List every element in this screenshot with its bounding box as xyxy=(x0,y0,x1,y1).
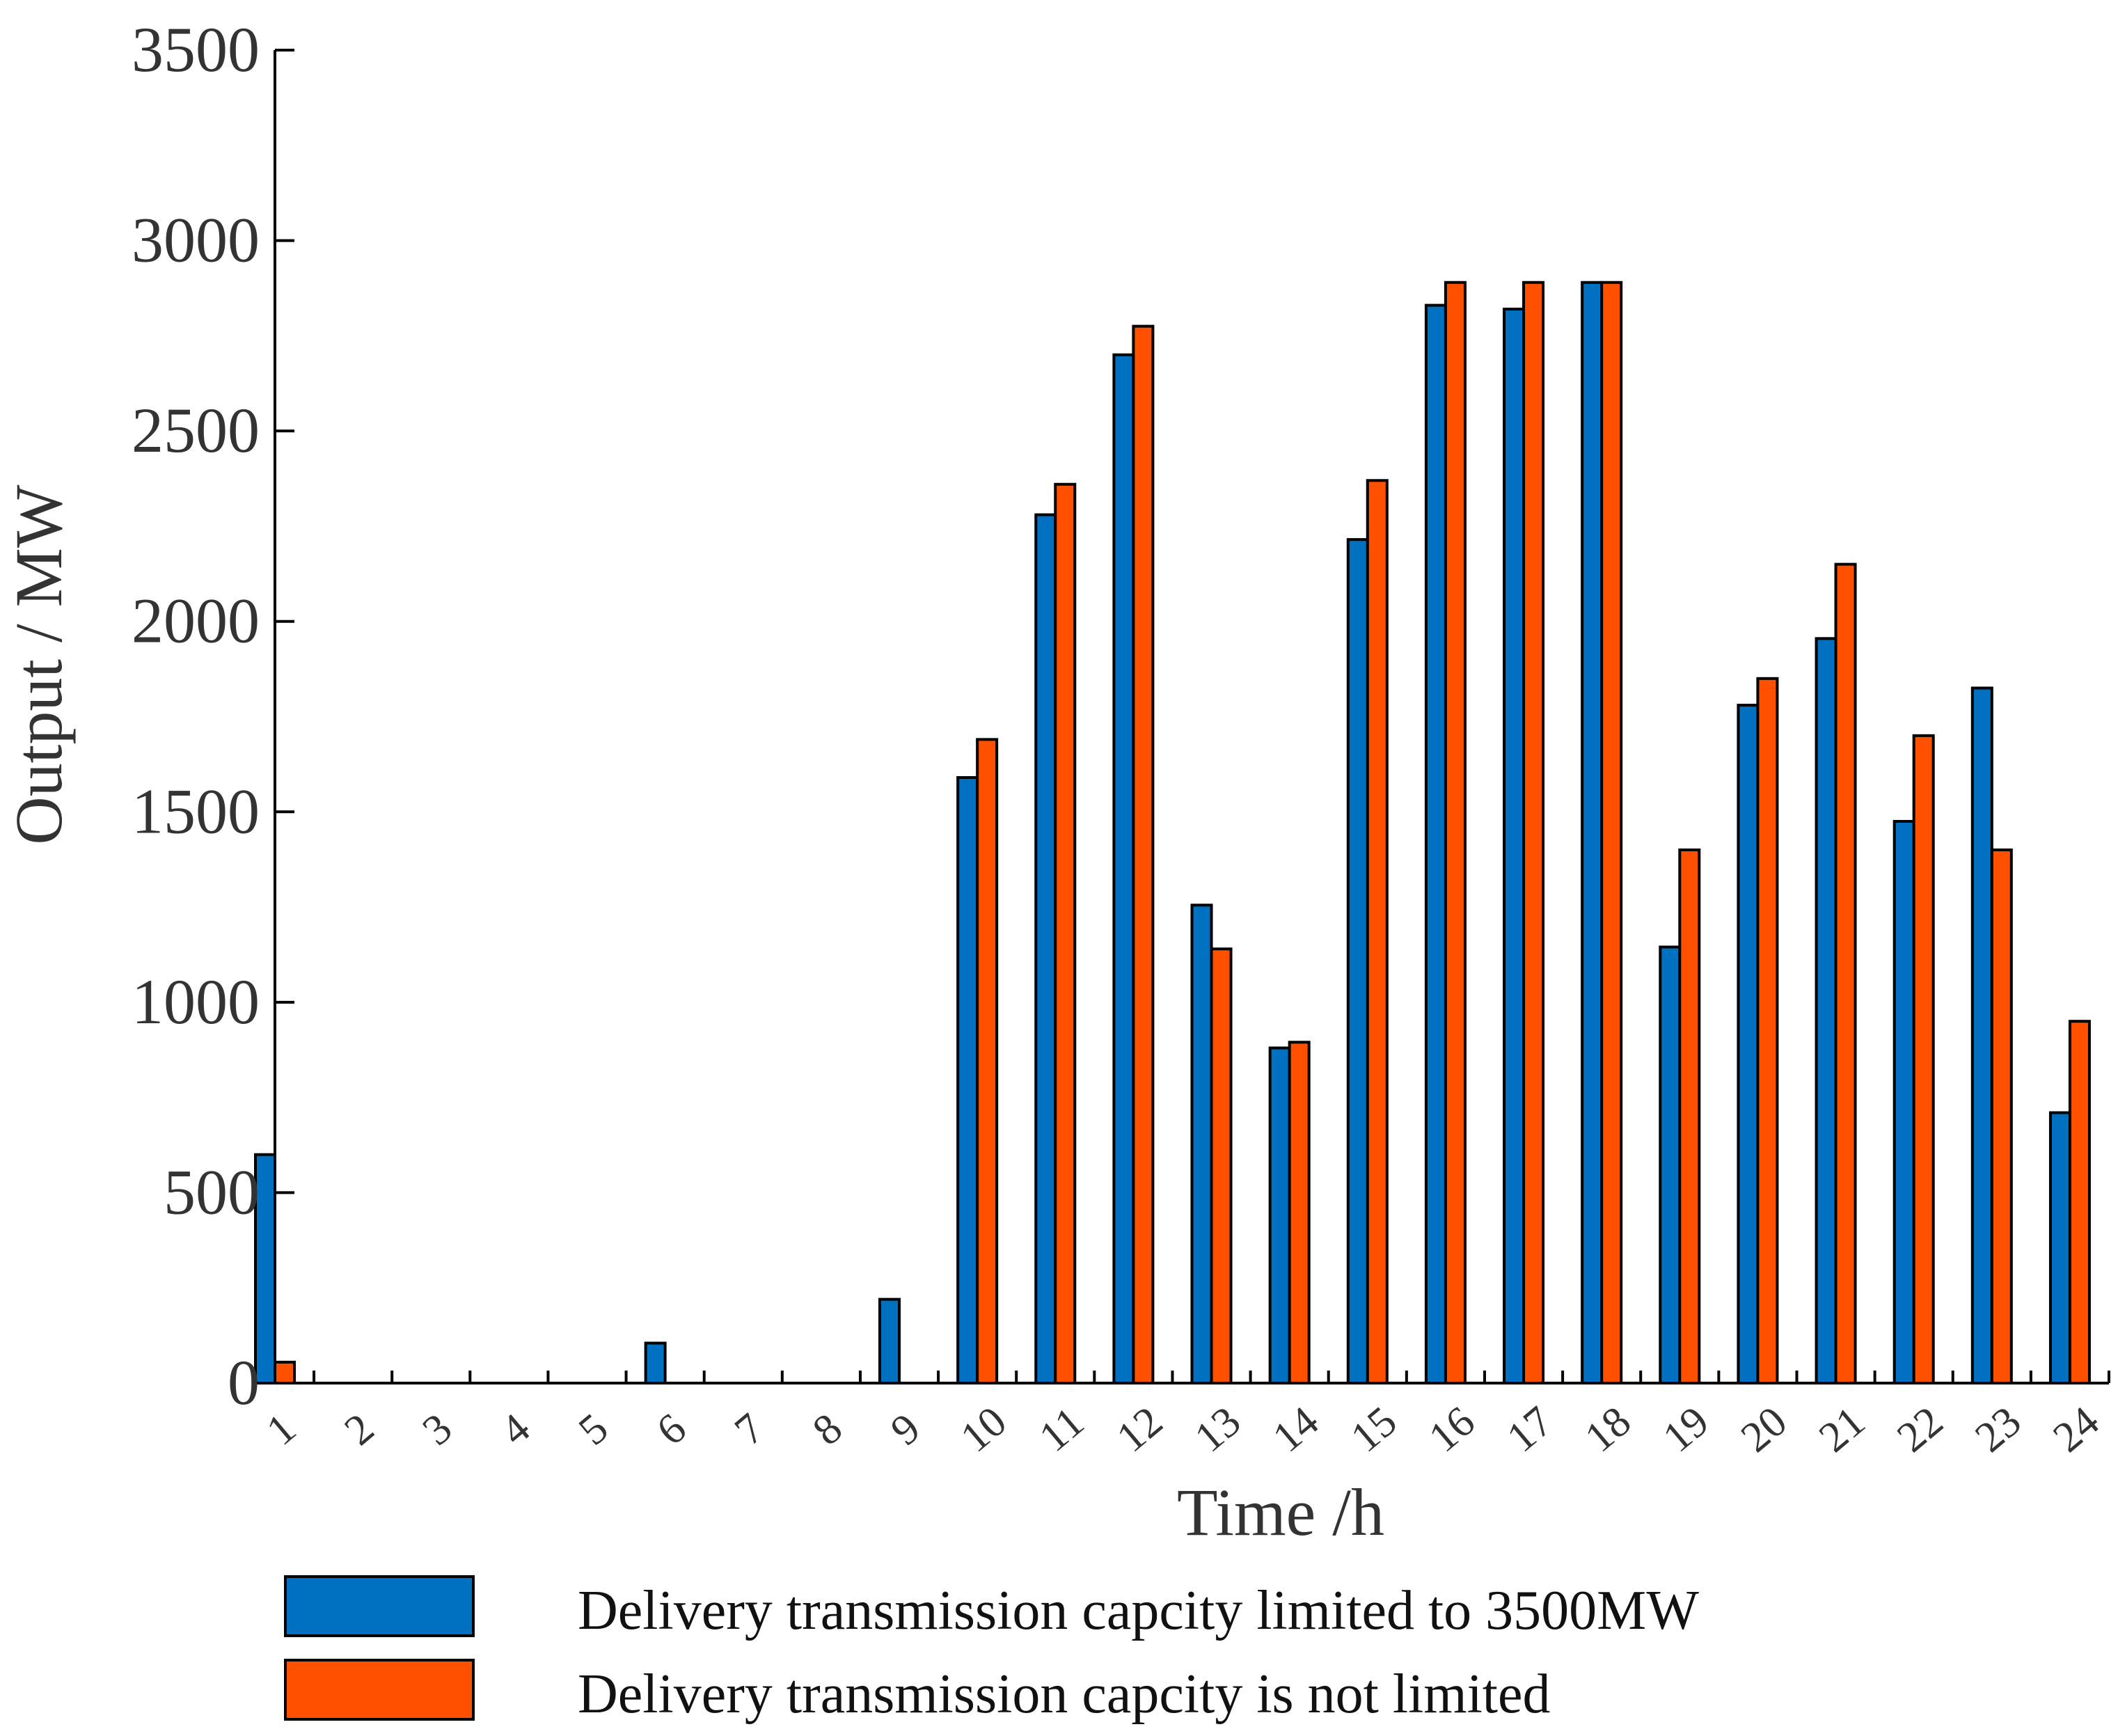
x-tick-label: 15 xyxy=(1342,1398,1405,1462)
bar-limited-15 xyxy=(1346,538,1369,1384)
y-tick-label: 1500 xyxy=(132,775,260,846)
x-tick-label: 19 xyxy=(1654,1398,1718,1462)
bar-limited-23 xyxy=(1970,686,1993,1384)
x-tick-label: 23 xyxy=(1966,1398,2030,1462)
x-tick-label: 12 xyxy=(1108,1398,1171,1462)
x-axis-title: Time /h xyxy=(1177,1475,1384,1549)
bar-not-limited-23 xyxy=(1990,849,2013,1384)
bar-not-limited-11 xyxy=(1054,482,1077,1385)
bar-not-limited-22 xyxy=(1912,734,1935,1385)
x-tick-label: 14 xyxy=(1264,1398,1327,1462)
legend-label-not-limited: Delivery transmission capcity is not lim… xyxy=(578,1664,1551,1725)
x-tick-label: 17 xyxy=(1499,1398,1562,1462)
y-tick-label: 0 xyxy=(228,1347,260,1418)
bar-limited-16 xyxy=(1424,303,1447,1385)
bar-limited-19 xyxy=(1659,945,1682,1385)
bar-limited-10 xyxy=(956,776,979,1384)
x-tick-label: 1 xyxy=(258,1405,304,1455)
bar-limited-22 xyxy=(1892,819,1915,1384)
x-tick-label: 18 xyxy=(1576,1398,1640,1462)
bar-limited-13 xyxy=(1190,903,1213,1384)
x-tick-label: 9 xyxy=(882,1405,928,1455)
x-tick-label: 3 xyxy=(414,1405,461,1455)
bar-limited-17 xyxy=(1503,308,1526,1384)
y-axis-title: Output / MW xyxy=(1,484,76,845)
bar-not-limited-12 xyxy=(1132,324,1155,1384)
x-tick-label: 2 xyxy=(336,1405,383,1455)
y-tick-label: 2000 xyxy=(132,585,260,656)
x-tick-label: 8 xyxy=(804,1405,851,1455)
bar-not-limited-18 xyxy=(1600,281,1623,1384)
bar-not-limited-19 xyxy=(1678,849,1701,1384)
legend-label-limited: Delivery transmission capcity limited to… xyxy=(578,1580,1699,1641)
bar-not-limited-13 xyxy=(1210,947,1233,1385)
legend-swatch-limited xyxy=(284,1575,475,1637)
bar-limited-24 xyxy=(2048,1111,2071,1384)
x-tick-label: 10 xyxy=(952,1398,1015,1462)
y-tick-label: 1000 xyxy=(132,966,260,1037)
y-tick-label: 3500 xyxy=(132,14,260,85)
bar-limited-20 xyxy=(1737,704,1760,1384)
x-tick-label: 4 xyxy=(492,1405,539,1455)
bar-limited-1 xyxy=(254,1153,276,1384)
bar-not-limited-15 xyxy=(1366,479,1389,1384)
bar-not-limited-24 xyxy=(2068,1020,2091,1384)
bar-not-limited-10 xyxy=(976,738,999,1385)
bar-not-limited-1 xyxy=(274,1360,296,1384)
x-tick-label: 13 xyxy=(1186,1398,1249,1462)
x-tick-label: 5 xyxy=(570,1405,617,1455)
x-tick-label: 11 xyxy=(1031,1398,1093,1460)
x-tick-label: 21 xyxy=(1810,1398,1874,1462)
x-tick-label: 22 xyxy=(1888,1398,1952,1462)
bar-not-limited-20 xyxy=(1756,677,1779,1384)
y-tick-label: 500 xyxy=(164,1156,260,1227)
bar-limited-21 xyxy=(1815,637,1838,1384)
y-tick-label: 2500 xyxy=(132,395,260,466)
bar-not-limited-14 xyxy=(1288,1041,1311,1384)
bar-limited-12 xyxy=(1112,353,1135,1385)
bar-limited-9 xyxy=(878,1297,901,1384)
x-tick-label: 7 xyxy=(726,1405,773,1455)
bar-limited-6 xyxy=(644,1341,667,1385)
bar-limited-14 xyxy=(1268,1046,1291,1384)
x-tick-label: 24 xyxy=(2044,1398,2108,1462)
y-tick-label: 3000 xyxy=(132,205,260,276)
x-tick-label: 20 xyxy=(1732,1398,1796,1462)
bar-not-limited-16 xyxy=(1444,281,1467,1384)
bar-not-limited-17 xyxy=(1522,281,1545,1384)
legend: Delivery transmission capcity limited to… xyxy=(284,1575,1699,1725)
bar-limited-11 xyxy=(1034,513,1057,1384)
bar-limited-18 xyxy=(1581,281,1604,1384)
x-tick-label: 6 xyxy=(648,1405,695,1455)
x-tick-label: 16 xyxy=(1420,1398,1483,1462)
legend-swatch-not-limited xyxy=(284,1659,475,1721)
bars xyxy=(254,281,2091,1385)
bar-not-limited-21 xyxy=(1834,562,1857,1385)
